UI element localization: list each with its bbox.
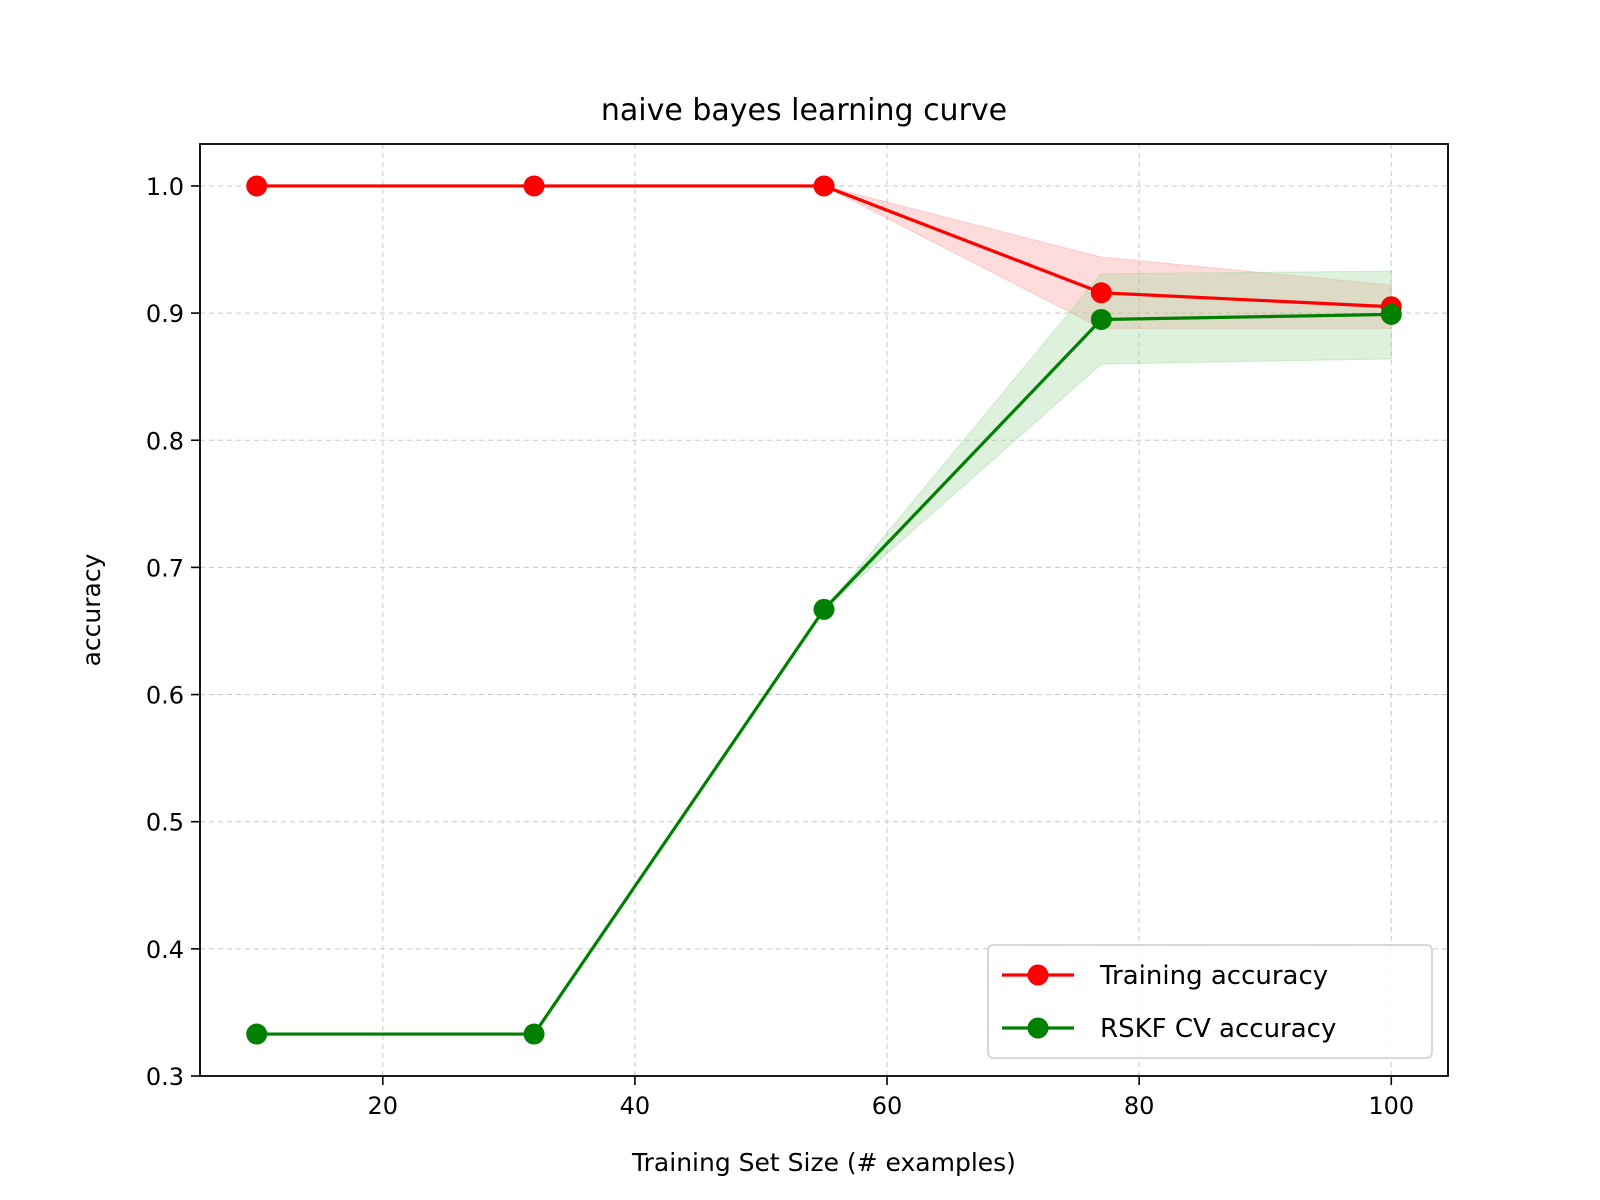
rskf-cv-accuracy-point xyxy=(1090,308,1112,330)
series-points xyxy=(246,175,1402,1045)
training-accuracy-point xyxy=(813,175,835,197)
y-axis-ticks: 0.3 0.4 0.5 0.6 0.7 0.8 0.9 1.0 xyxy=(146,173,200,1091)
x-tick-label: 60 xyxy=(872,1092,903,1120)
legend: Training accuracy RSKF CV accuracy xyxy=(987,944,1433,1059)
rskf-cv-accuracy-point xyxy=(523,1023,545,1045)
rskf-cv-accuracy-line xyxy=(256,312,1392,1036)
legend-entries: Training accuracy RSKF CV accuracy xyxy=(1002,961,1336,1044)
y-tick-label: 0.3 xyxy=(146,1063,184,1091)
y-tick-label: 0.9 xyxy=(146,300,184,328)
training-accuracy-point xyxy=(246,175,268,197)
plot-frame xyxy=(199,143,1449,1077)
rskf-cv-accuracy-point xyxy=(246,1023,268,1045)
x-axis-label: Training Set Size (# examples) xyxy=(631,1148,1016,1177)
training-accuracy-point xyxy=(523,175,545,197)
y-tick-label: 0.4 xyxy=(146,936,184,964)
y-tick-label: 0.5 xyxy=(146,809,184,837)
rskf-cv-accuracy-band xyxy=(256,270,1392,1035)
legend-box xyxy=(987,944,1433,1059)
y-tick-label: 0.6 xyxy=(146,682,184,710)
x-tick-label: 100 xyxy=(1368,1092,1414,1120)
rskf-cv-accuracy-legend-label: RSKF CV accuracy xyxy=(1100,1014,1336,1044)
y-tick-label: 1.0 xyxy=(146,173,184,201)
rskf-cv-accuracy-legend-marker xyxy=(1027,1017,1049,1039)
chart-title: naive bayes learning curve xyxy=(601,93,1007,128)
x-tick-label: 40 xyxy=(620,1092,651,1120)
y-axis-label: accuracy xyxy=(77,553,106,666)
x-axis-ticks: 20 40 60 80 100 xyxy=(368,1076,1414,1120)
y-tick-label: 0.8 xyxy=(146,427,184,455)
y-tick-label: 0.7 xyxy=(146,554,184,582)
training-accuracy-point xyxy=(1090,282,1112,304)
rskf-cv-accuracy-point xyxy=(1380,303,1402,325)
training-accuracy-legend-marker xyxy=(1027,964,1049,986)
training-accuracy-legend-label: Training accuracy xyxy=(1099,961,1328,991)
rskf-cv-accuracy-point xyxy=(813,598,835,620)
x-tick-label: 80 xyxy=(1124,1092,1155,1120)
x-tick-label: 20 xyxy=(368,1092,399,1120)
